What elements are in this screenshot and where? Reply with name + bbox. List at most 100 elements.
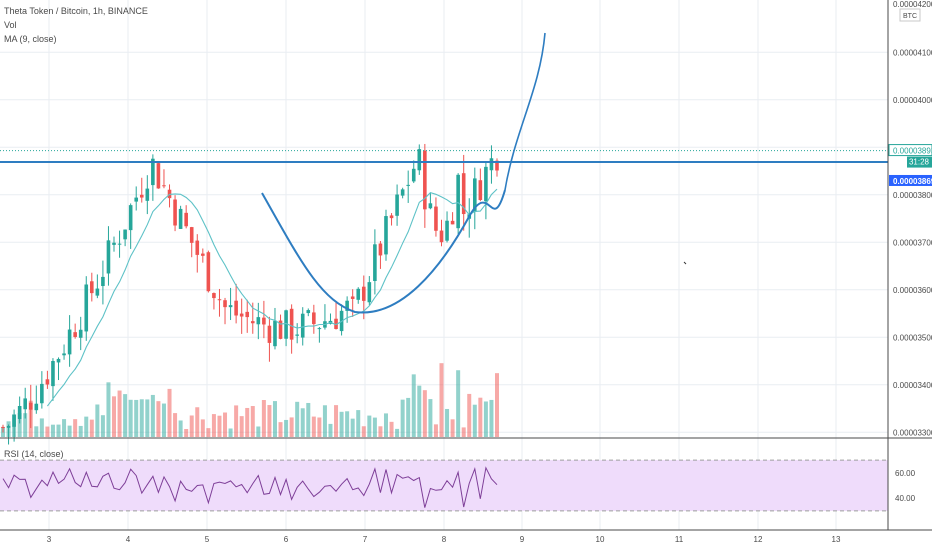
price-tick-label: 0.00003300 (893, 428, 932, 437)
moving-average (46, 188, 498, 407)
ma-label: MA (9, close) (4, 34, 57, 44)
volume-bar (250, 406, 255, 437)
candle-body (361, 286, 366, 301)
candle-body (489, 158, 494, 171)
candle-body (395, 194, 399, 216)
candle-body (389, 215, 394, 219)
time-tick-label: 3 (47, 535, 52, 544)
volume-bar (472, 404, 477, 437)
volume-bar (95, 404, 100, 437)
countdown-label: 31:28 (909, 158, 930, 167)
candle-body (267, 325, 272, 343)
candle-body (378, 243, 383, 256)
volume-bar (173, 413, 178, 437)
grid (0, 0, 888, 530)
volume-bar (139, 399, 144, 437)
candle-body (456, 174, 460, 229)
candle-body (373, 244, 377, 282)
volume-bar (289, 417, 294, 437)
volume-bar (378, 426, 383, 437)
volume-bar (278, 422, 283, 437)
candle-body (51, 361, 55, 387)
volume-bar (34, 426, 39, 437)
candle-body (101, 276, 105, 287)
candle-body (423, 150, 427, 210)
candle-body (90, 281, 94, 294)
candles (1, 143, 499, 445)
rsi-line (2, 466, 498, 508)
projection-line (504, 32, 546, 191)
time-tick-label: 11 (675, 535, 684, 544)
price-tick-label: 0.00003800 (893, 191, 932, 200)
volume-bar (223, 412, 228, 437)
price-tick-label: 0.00004200 (893, 0, 932, 9)
candle-body (23, 398, 28, 410)
candle-body (223, 300, 227, 308)
volume-bar (62, 419, 67, 437)
volume-bar (73, 419, 78, 437)
volume-bar (200, 419, 205, 437)
volume-bar (39, 418, 44, 437)
volume-bar (100, 415, 105, 437)
volume-bar (439, 363, 444, 437)
candle-body (400, 189, 405, 196)
volume-bar (112, 396, 117, 437)
volume-bar (339, 411, 344, 437)
rsi-pane (0, 437, 932, 512)
volume-bar (128, 399, 133, 437)
candle-body (1, 426, 5, 428)
candle-body (78, 329, 83, 338)
candle-body (384, 216, 388, 255)
candle-body (28, 402, 33, 410)
candle-body (411, 168, 416, 182)
volume-bar (295, 401, 300, 437)
candle-body (439, 230, 444, 243)
volume-bar (334, 405, 339, 437)
volume-bar (123, 394, 128, 437)
candle-body (334, 318, 338, 329)
volume-bar (395, 428, 400, 437)
price-tick-label: 0.00003600 (893, 286, 932, 295)
volume-bar (150, 394, 155, 437)
currency-badge (899, 8, 921, 22)
candle-body (256, 317, 261, 325)
candle-body (145, 188, 150, 201)
time-tick-label: 5 (205, 535, 210, 544)
candle-body (472, 178, 477, 212)
candle-body (217, 299, 222, 301)
candle-body (106, 240, 111, 274)
candle-body (178, 208, 183, 229)
volume-bar (311, 416, 316, 437)
candle-body (250, 321, 255, 324)
time-tick-label: 8 (442, 535, 447, 544)
volume-bar (483, 401, 488, 437)
price-tick-label: 0.00003500 (893, 333, 932, 342)
time-tick-label: 9 (520, 535, 525, 544)
candle-body (312, 312, 316, 325)
volume-bar (89, 419, 94, 437)
volume-bar (78, 425, 83, 437)
volume-bar (445, 408, 450, 437)
candle-body (306, 310, 311, 314)
price-tick-label: 0.00004000 (893, 96, 932, 105)
candle-body (350, 296, 355, 299)
candle-body (295, 334, 299, 336)
candle-body (134, 197, 139, 202)
candle-body (112, 242, 116, 245)
candle-body (139, 194, 144, 198)
volume-bar (189, 415, 194, 437)
drawings (0, 32, 888, 314)
candle-body (40, 383, 44, 404)
volume-bar (211, 414, 216, 437)
candle-body (417, 149, 422, 171)
candle-body (273, 320, 277, 347)
time-tick-label: 4 (126, 535, 131, 544)
rsi-tick-label: 60.00 (895, 469, 916, 478)
volume-bar (206, 428, 211, 437)
candle-body (6, 425, 11, 428)
candle-body (478, 180, 483, 201)
price-tick-label: 0.00004100 (893, 48, 932, 57)
time-tick-label: 12 (754, 535, 763, 544)
candle-body (212, 293, 216, 299)
